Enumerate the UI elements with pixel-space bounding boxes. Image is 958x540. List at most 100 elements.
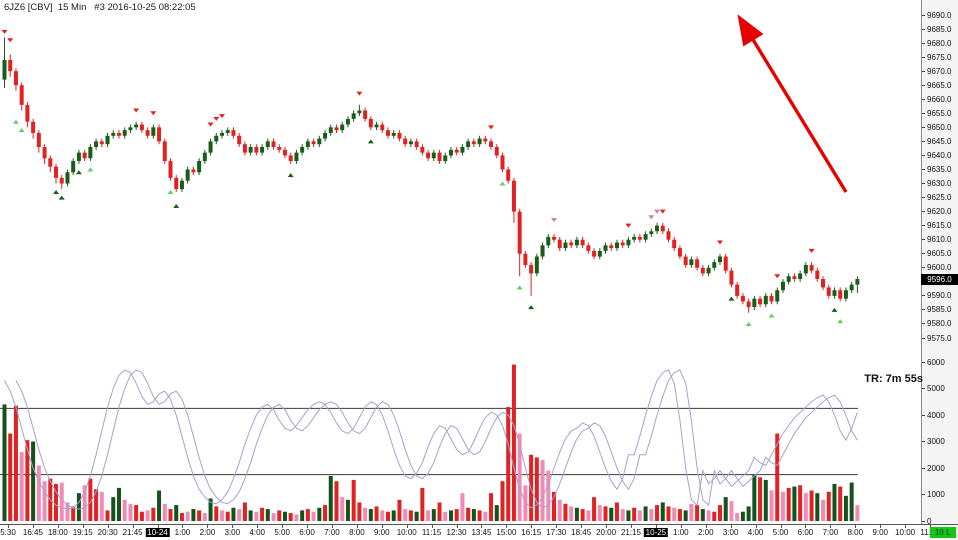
time-axis-label: 12:30 (446, 528, 467, 537)
candle-body (718, 256, 722, 263)
volume-bar (288, 513, 293, 521)
candle-body (305, 141, 310, 148)
buy-signal-triangle (528, 305, 535, 310)
volume-bar (740, 511, 745, 521)
candle-body (706, 267, 711, 274)
volume-bar (506, 407, 511, 521)
candle-body (300, 147, 305, 153)
volume-bar (139, 511, 144, 521)
price-axis[interactable]: 9690.0 9685.0 9680.0 9675.0 9670.0 9665.0 9660… (921, 0, 958, 526)
candle-body (151, 127, 156, 136)
volume-bar (592, 497, 597, 521)
volume-bar (345, 499, 350, 521)
time-axis-label: 10:00 (895, 528, 916, 537)
volume-bar (483, 511, 488, 521)
volume-bar (489, 493, 494, 521)
volume-bar (534, 457, 539, 521)
candle-body (277, 147, 282, 150)
volume-bar (328, 475, 333, 521)
volume-bar (208, 498, 213, 521)
candle-body (237, 135, 242, 145)
volume-bar (552, 491, 557, 521)
volume-bar (134, 505, 139, 521)
time-tick-mark (356, 525, 358, 528)
price-axis-tick: 9645.0 (922, 137, 951, 146)
trend-arrow-annotation[interactable] (737, 14, 848, 193)
time-axis-label: 15:00 (496, 528, 517, 537)
candle-body (843, 290, 848, 299)
volume-bar (448, 510, 453, 521)
candle-body (471, 141, 476, 145)
candle-body (443, 155, 448, 162)
time-tick-mark (207, 525, 209, 528)
candle-body (735, 284, 740, 296)
candle-body (649, 231, 654, 235)
candle-body (689, 259, 694, 265)
volume-bar (254, 511, 259, 521)
volume-bar (838, 486, 843, 521)
volume-bar (265, 509, 270, 521)
candle-body (48, 158, 53, 167)
price-axis-tick: 9615.0 (922, 221, 951, 230)
price-axis-tick: 9635.0 (922, 165, 951, 174)
volume-bar (706, 510, 711, 521)
buy-signal-triangle (12, 119, 19, 124)
candle-body (758, 298, 763, 305)
volume-bar (758, 477, 763, 521)
chart-plot-area[interactable] (0, 0, 921, 524)
time-axis-label: 18:00 (47, 528, 68, 537)
candle-body (460, 147, 465, 153)
buy-signal-triangle (87, 167, 94, 172)
time-tick-mark (730, 525, 732, 528)
time-axis-label: 16:45 (22, 528, 43, 537)
candle-body (168, 161, 173, 178)
buy-signal-triangle (516, 285, 523, 290)
time-axis-label: 5:00 (772, 528, 789, 537)
volume-bar (477, 510, 482, 521)
candle-body (815, 270, 820, 280)
candle-body (282, 149, 287, 156)
time-tick-mark (32, 525, 34, 528)
sell-signal-triangle (207, 122, 214, 127)
time-tick-mark (107, 525, 109, 528)
volume-bar (746, 506, 751, 521)
price-axis-tick: 9575.0 (922, 334, 951, 343)
candle-body (323, 132, 328, 139)
time-tick-mark (82, 525, 84, 528)
lower-axis-tick: 3000 (922, 437, 945, 446)
time-axis-label: 10:00 (396, 528, 417, 537)
volume-bar (798, 485, 803, 521)
lower-axis-tick: 4000 (922, 411, 945, 420)
time-axis-label: 17:30 (546, 528, 567, 537)
time-axis[interactable]: 5:30 16:45 18:00 19:15 20:30 21:45 10-24 1:00 2:… (0, 524, 958, 540)
price-axis-tick: 9685.0 (922, 25, 951, 34)
sell-signal-triangle (150, 111, 157, 116)
candle-body (351, 113, 356, 119)
sell-signal-triangle (7, 38, 14, 43)
candle-body (242, 144, 247, 153)
volume-bar (391, 510, 396, 521)
candle-body (695, 259, 700, 268)
volume-bar (237, 509, 242, 521)
time-axis-label: 19:15 (72, 528, 93, 537)
tick-mark (922, 337, 925, 339)
time-tick-mark (456, 525, 458, 528)
time-axis-label: 9:00 (872, 528, 888, 537)
candle-body (403, 138, 408, 145)
time-axis-label: 1:00 (174, 528, 191, 537)
candle-body (523, 253, 528, 265)
candle-body (134, 124, 139, 128)
candle-body (723, 256, 728, 271)
session-date-label: 10-25 (643, 528, 669, 537)
sell-signal-triangle (1, 29, 8, 34)
time-tick-mark (282, 525, 284, 528)
candle-body (712, 262, 717, 268)
candle-body (546, 236, 551, 246)
candle-body (752, 298, 757, 308)
volume-bar (65, 502, 70, 521)
volume-bar (31, 441, 36, 521)
volume-bar (712, 511, 717, 521)
volume-bar (76, 493, 81, 521)
time-tick-mark (481, 525, 483, 528)
volume-bar (374, 506, 379, 521)
